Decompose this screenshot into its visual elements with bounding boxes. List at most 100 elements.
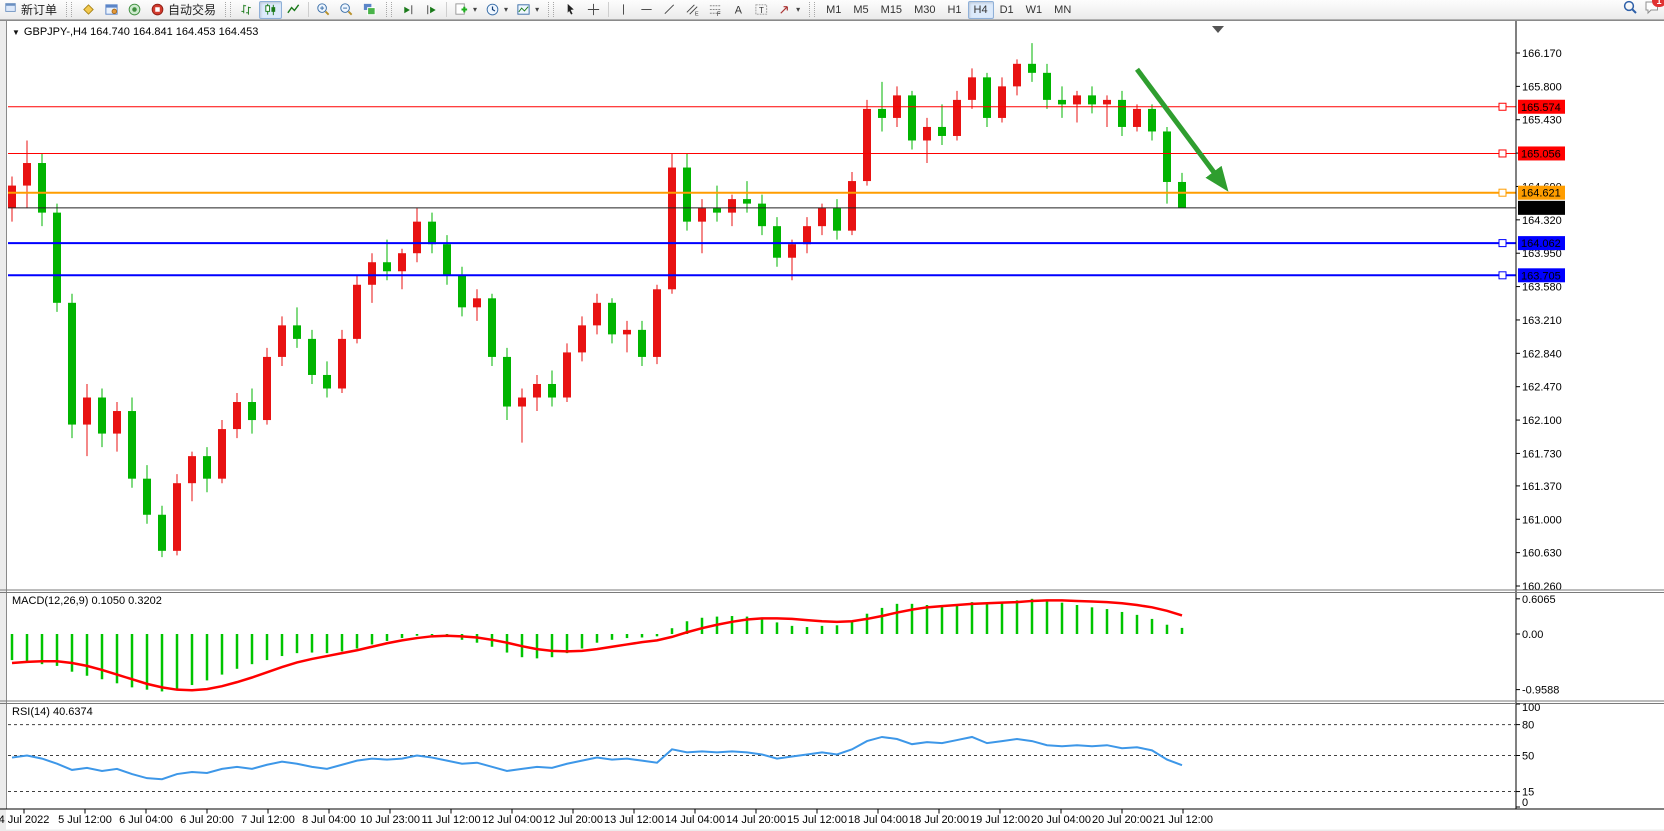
indicators-button[interactable]: ▾: [450, 1, 481, 19]
candle-body: [1058, 99, 1066, 105]
macd-tick-label: 0.6065: [1522, 594, 1556, 606]
timeframe-button-d1[interactable]: D1: [994, 1, 1020, 19]
cursor-button[interactable]: [559, 1, 582, 19]
line-handle[interactable]: [1498, 271, 1507, 280]
chart-shift-icon: [424, 2, 439, 17]
candle-body: [203, 456, 211, 479]
toolbar-grip[interactable]: [809, 2, 816, 17]
market-watch-icon: [81, 2, 96, 17]
horizontal-line[interactable]: [8, 188, 1516, 197]
candle-body: [113, 411, 121, 434]
candle-body: [593, 302, 601, 326]
horizontal-line[interactable]: [8, 239, 1516, 248]
market-watch-button[interactable]: [77, 1, 100, 19]
candle-body: [83, 397, 91, 425]
bar-chart-button[interactable]: [236, 1, 259, 19]
candle-body: [653, 289, 661, 357]
trend-arrow-annotation[interactable]: [1134, 67, 1229, 192]
candle-body: [38, 163, 46, 213]
timeframe-button-h4[interactable]: H4: [967, 0, 994, 19]
timeframe-button-m5[interactable]: M5: [847, 1, 874, 19]
data-window-button[interactable]: [100, 1, 123, 19]
line-handle[interactable]: [1498, 188, 1507, 197]
data-window-icon: [104, 2, 119, 17]
candles-group: [8, 43, 1186, 558]
horizontal-line[interactable]: [8, 102, 1516, 111]
zoom-out-icon: [339, 2, 354, 17]
candle-body: [158, 514, 166, 551]
channel-button[interactable]: E: [681, 1, 704, 19]
templates-button[interactable]: ▾: [512, 1, 543, 19]
price-tick-label: 166.170: [1522, 48, 1562, 60]
toolbar-grip[interactable]: [66, 2, 73, 17]
timeframe-button-h1[interactable]: H1: [941, 1, 967, 19]
periods-icon: [485, 2, 500, 17]
candle-body: [578, 325, 586, 353]
svg-text:T: T: [759, 6, 764, 15]
candle-body: [1163, 131, 1171, 182]
chart-info-line[interactable]: ▼ GBPJPY-,H4 164.740 164.841 164.453 164.…: [12, 26, 259, 38]
search-icon[interactable]: [1622, 0, 1638, 20]
line-handle[interactable]: [1498, 149, 1507, 158]
chart-shift-button[interactable]: [420, 1, 443, 19]
price-tick-label: 160.260: [1522, 581, 1562, 593]
macd-tick-label: 0.00: [1522, 629, 1543, 641]
collapse-triangle-icon[interactable]: ▼: [12, 28, 20, 37]
horizontal-line-button[interactable]: [635, 1, 658, 19]
toolbar-grip[interactable]: [548, 2, 555, 17]
rsi-tick-label: 15: [1522, 787, 1534, 799]
candle-body: [788, 244, 796, 258]
time-tick-label: 18 Jul 04:00: [848, 814, 908, 826]
zoom-in-button[interactable]: [312, 1, 335, 19]
timeframe-button-m15[interactable]: M15: [875, 1, 908, 19]
timeframe-button-m1[interactable]: M1: [820, 1, 847, 19]
templates-icon: [516, 2, 531, 17]
timeframe-button-w1[interactable]: W1: [1020, 1, 1049, 19]
new-order-button[interactable]: 新订单: [17, 1, 61, 19]
trendline-button[interactable]: [658, 1, 681, 19]
label-button[interactable]: T: [750, 1, 773, 19]
candle-body: [1118, 99, 1126, 127]
candlestick-chart-button[interactable]: [259, 0, 283, 19]
candle-body: [1088, 95, 1096, 105]
horizontal-line[interactable]: [8, 271, 1516, 280]
periods-button[interactable]: ▾: [481, 1, 512, 19]
line-chart-button[interactable]: [282, 1, 305, 19]
line-handle[interactable]: [1498, 102, 1507, 111]
crosshair-button[interactable]: [582, 1, 605, 19]
timeframe-button-m30[interactable]: M30: [908, 1, 941, 19]
line-handle[interactable]: [1498, 239, 1507, 248]
candle-body: [98, 397, 106, 434]
candle-body: [998, 86, 1006, 118]
auto-trading-button[interactable]: 自动交易: [146, 1, 220, 19]
timeframe-button-mn[interactable]: MN: [1048, 1, 1077, 19]
toolbar-grip[interactable]: [386, 2, 393, 17]
candle-body: [383, 262, 391, 272]
zoom-out-button[interactable]: [335, 1, 358, 19]
candle-body: [1073, 95, 1081, 105]
text-button[interactable]: A: [727, 1, 750, 19]
chart-shift-marker-icon[interactable]: [1212, 26, 1224, 33]
horizontal-line[interactable]: [8, 149, 1516, 158]
arrows-button[interactable]: ▾: [773, 1, 804, 19]
svg-text:163.705: 163.705: [1521, 270, 1561, 282]
time-tick-label: 5 Jul 12:00: [58, 814, 112, 826]
vertical-line-button[interactable]: [612, 1, 635, 19]
fibonacci-button[interactable]: F: [704, 1, 727, 19]
candle-body: [173, 483, 181, 551]
navigator-button[interactable]: [123, 1, 146, 19]
tile-windows-button[interactable]: [358, 1, 381, 19]
toolbar-grip[interactable]: [225, 2, 232, 17]
candle-body: [668, 167, 676, 290]
chart-canvas[interactable]: 166.170165.800165.430165.060164.690164.3…: [0, 21, 1664, 831]
rsi-tick-label: 50: [1522, 751, 1534, 763]
price-badge: 163.705: [1518, 268, 1565, 282]
candle-body: [53, 212, 61, 303]
horizontal-line-icon: [639, 2, 654, 17]
chat-button[interactable]: 1: [1644, 0, 1664, 20]
zoom-in-icon: [316, 2, 331, 17]
time-tick-label: 20 Jul 04:00: [1031, 814, 1091, 826]
auto-scroll-button[interactable]: [397, 1, 420, 19]
candle-body: [848, 181, 856, 231]
time-tick-label: 12 Jul 20:00: [543, 814, 603, 826]
